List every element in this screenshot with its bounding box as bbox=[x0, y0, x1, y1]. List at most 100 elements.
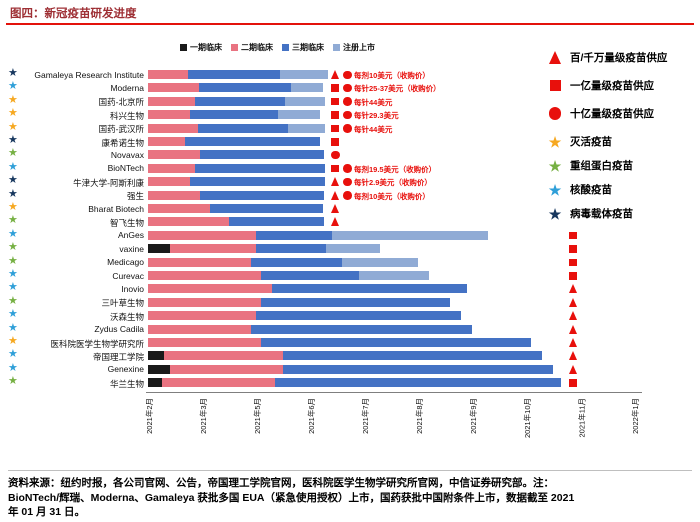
chart-row: ★ 医科院医学生物学研究所 bbox=[0, 336, 700, 349]
vaccine-type-star-icon: ★ bbox=[8, 375, 18, 388]
organization-label: Zydus Cadila bbox=[94, 324, 144, 335]
organization-label: 牛津大学-阿斯利康 bbox=[73, 177, 144, 188]
organization-label: Bharat Biotech bbox=[88, 203, 144, 214]
vaccine-type-star-icon: ★ bbox=[8, 361, 18, 374]
bar-segment-phase2 bbox=[148, 257, 251, 267]
vector-star-icon: ★ bbox=[548, 205, 562, 222]
bar-segment-registered bbox=[288, 123, 326, 133]
vaccine-type-star-icon: ★ bbox=[8, 254, 18, 267]
legend-label: 核酸疫苗 bbox=[570, 184, 612, 196]
supply-scale-triangle-icon bbox=[569, 364, 578, 374]
bar-segment-phase3 bbox=[250, 324, 472, 334]
organization-label: Gamaleya Research Institute bbox=[34, 69, 144, 80]
phase-legend-label: 一期临床 bbox=[190, 43, 222, 52]
bar-segment-phase2 bbox=[148, 150, 200, 160]
bar-segment-phase3 bbox=[194, 163, 325, 173]
x-tick-label: 2021年9月 bbox=[469, 398, 478, 434]
supply-scale-circle-icon bbox=[343, 124, 352, 133]
chart-row: ★ 国药-北京所 每针44美元 bbox=[0, 94, 700, 108]
chart-row: ★ 华兰生物 bbox=[0, 376, 700, 389]
vaccine-type-star-icon: ★ bbox=[8, 348, 18, 361]
phase-legend: 一期临床 二期临床 三期临床 注册上市 bbox=[180, 42, 375, 53]
vaccine-type-star-icon: ★ bbox=[8, 241, 18, 254]
bar-segment-phase2 bbox=[148, 284, 273, 294]
supply-scale-square-icon bbox=[331, 164, 339, 173]
bar-segment-phase2 bbox=[161, 378, 275, 388]
organization-label: 康希诺生物 bbox=[101, 137, 144, 148]
x-tick-label: 2021年11月 bbox=[577, 398, 586, 438]
bar-segment-phase3 bbox=[256, 230, 332, 240]
phase-swatch-icon bbox=[231, 44, 238, 51]
bar-segment-phase3 bbox=[199, 83, 292, 93]
bar-segment-phase3 bbox=[274, 378, 562, 388]
supply-scale-circle-icon bbox=[343, 70, 352, 79]
organization-label: 智飞生物 bbox=[109, 217, 144, 228]
supply-scale-circle-icon bbox=[343, 191, 352, 200]
bar-segment-phase2 bbox=[148, 230, 256, 240]
bar-segment-phase3 bbox=[261, 297, 451, 307]
bar-segment-phase1 bbox=[148, 364, 170, 374]
legend-label: 一亿量级疫苗供应 bbox=[570, 80, 654, 92]
bar-segment-phase3 bbox=[272, 284, 467, 294]
bar-segment-phase1 bbox=[148, 244, 170, 254]
bar-segment-registered bbox=[358, 271, 429, 280]
supply-scale-square-icon bbox=[569, 272, 577, 280]
bar-segment-phase3 bbox=[210, 204, 324, 213]
vaccine-type-star-icon: ★ bbox=[8, 268, 18, 280]
x-tick-label: 2021年8月 bbox=[415, 398, 424, 434]
price-label: 每针44美元 bbox=[354, 97, 393, 107]
bar-segment-phase2 bbox=[148, 110, 191, 120]
bar-segment-phase2 bbox=[148, 204, 211, 213]
supply-and-type-legend: 百/千万量级疫苗供应 一亿量级疫苗供应 十亿量级疫苗供应 ★ 灭活疫苗 ★ 重组蛋白疫苗 ★ 核… bbox=[546, 50, 700, 230]
bar-segment-phase3 bbox=[185, 137, 321, 146]
legend-item: 百/千万量级疫苗供应 bbox=[546, 50, 700, 65]
bar-segment-registered bbox=[326, 244, 381, 254]
bar-segment-phase2 bbox=[148, 177, 191, 187]
chart-row: ★ Zydus Cadila bbox=[0, 322, 700, 336]
phase-swatch-icon bbox=[333, 44, 340, 51]
organization-label: Inovio bbox=[121, 283, 144, 294]
legend-glyph: ★ bbox=[546, 183, 564, 197]
bar-segment-phase3 bbox=[194, 96, 286, 106]
chart-row: ★ Novavax bbox=[0, 148, 700, 161]
vaccine-type-star-icon: ★ bbox=[8, 294, 18, 307]
legend-label: 百/千万量级疫苗供应 bbox=[570, 52, 668, 64]
chart-row: ★ Moderna 每针25-37美元（收购价） bbox=[0, 81, 700, 94]
bar-segment-phase2 bbox=[148, 271, 262, 280]
legend-glyph: ★ bbox=[546, 207, 564, 221]
vaccine-type-star-icon: ★ bbox=[8, 67, 18, 79]
legend-glyph: ★ bbox=[546, 159, 564, 173]
chart-row: ★ BioNTech 每剂19.5美元（收购价） bbox=[0, 160, 700, 175]
organization-label: 科兴生物 bbox=[109, 110, 144, 121]
organization-label: 帝国理工学院 bbox=[92, 351, 144, 362]
chart-row: ★ Curevac bbox=[0, 269, 700, 282]
vaccine-type-star-icon: ★ bbox=[8, 160, 18, 173]
bar-segment-phase2 bbox=[148, 163, 195, 173]
bar-segment-phase2 bbox=[169, 364, 283, 374]
organization-label: 沃森生物 bbox=[109, 311, 144, 322]
price-label: 每剂10美元（收购价） bbox=[354, 191, 430, 201]
vaccine-type-star-icon: ★ bbox=[8, 214, 18, 227]
vaccine-type-star-icon: ★ bbox=[8, 201, 18, 213]
supply-scale-square-icon bbox=[569, 258, 577, 267]
phase-legend-label: 二期临床 bbox=[241, 43, 273, 52]
vaccine-type-star-icon: ★ bbox=[8, 227, 18, 240]
supply-scale-square-icon bbox=[331, 111, 339, 119]
chart-row: ★ vaxine bbox=[0, 242, 700, 255]
vaccine-type-star-icon: ★ bbox=[8, 107, 18, 120]
legend-item: ★ 病毒载体疫苗 bbox=[546, 206, 700, 221]
chart-row: ★ 帝国理工学院 bbox=[0, 349, 700, 362]
legend-item: ★ 重组蛋白疫苗 bbox=[546, 158, 700, 173]
legend-label: 灭活疫苗 bbox=[570, 136, 612, 148]
legend-item: 十亿量级疫苗供应 bbox=[546, 106, 700, 121]
vaccine-type-star-icon: ★ bbox=[8, 174, 18, 187]
price-label: 每剂10美元（收购价） bbox=[354, 71, 430, 80]
bar-segment-phase3 bbox=[190, 110, 279, 120]
phase-legend-label: 三期临床 bbox=[292, 43, 324, 52]
legend-glyph bbox=[546, 51, 564, 64]
triangle-icon bbox=[549, 51, 561, 64]
bar-segment-phase2 bbox=[164, 351, 283, 361]
bar-segment-registered bbox=[279, 70, 328, 79]
bar-segment-phase2 bbox=[148, 217, 229, 227]
organization-label: Curevac bbox=[112, 270, 144, 281]
